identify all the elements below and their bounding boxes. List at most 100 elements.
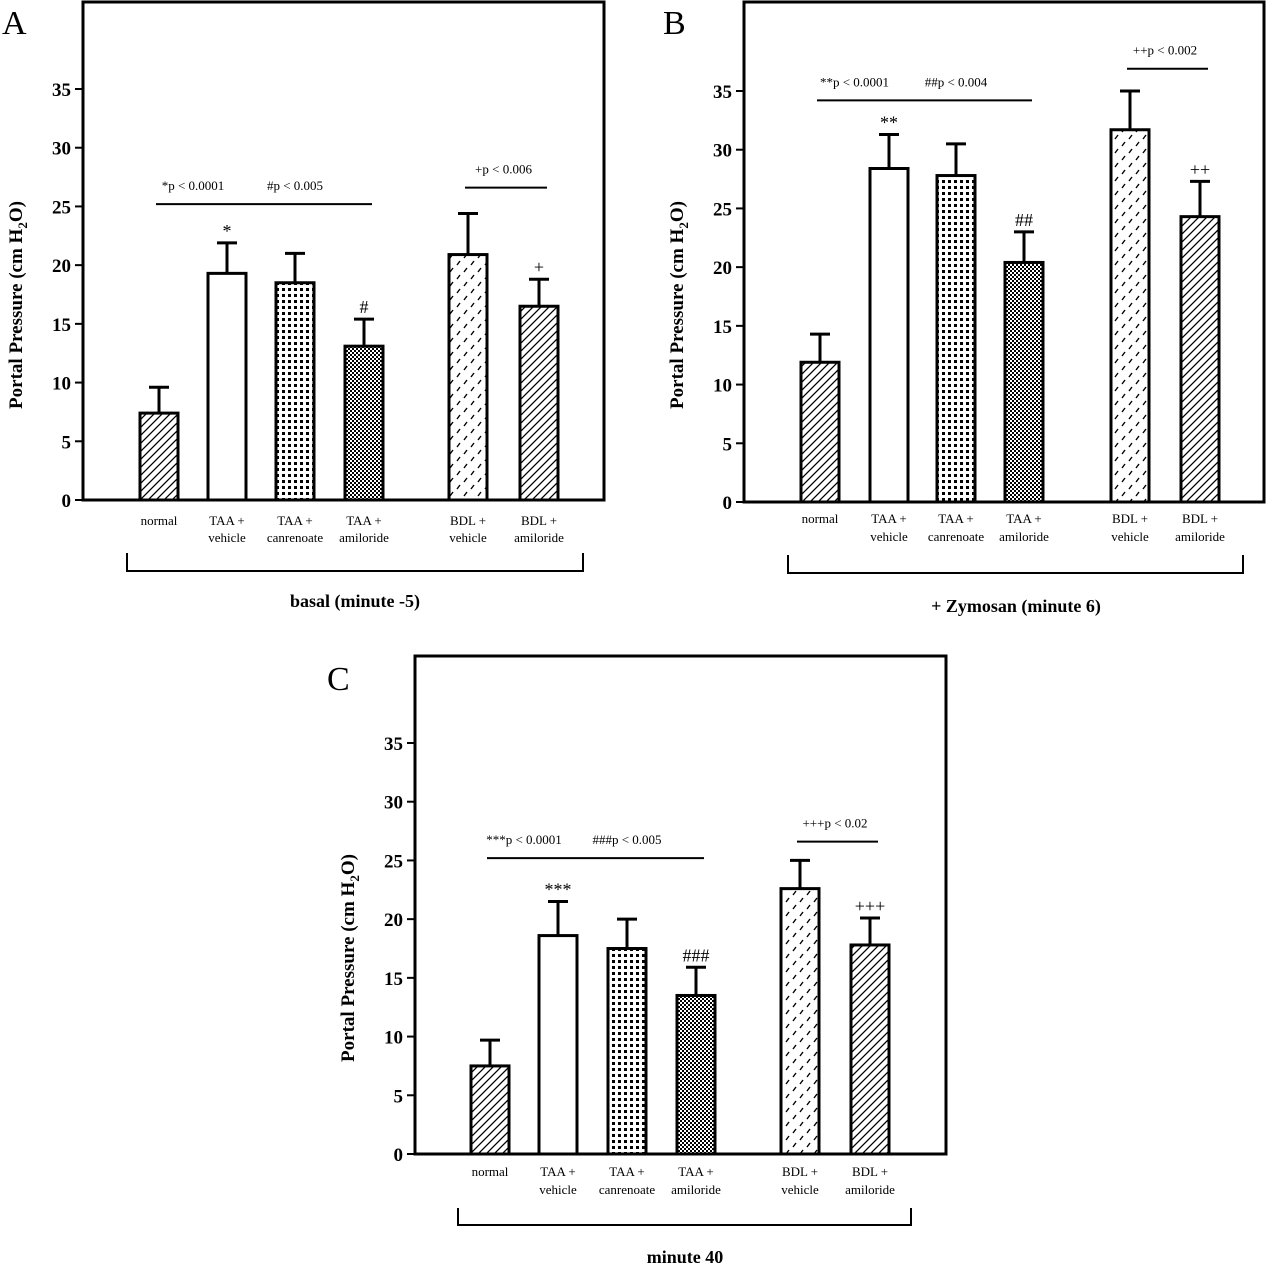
category-label: TAA + [609, 1164, 645, 1179]
y-tick-label: 10 [713, 376, 732, 397]
bar [1003, 260, 1045, 504]
category-label: vehicle [449, 530, 487, 545]
bar [1109, 128, 1151, 504]
group-bracket [787, 555, 1244, 574]
significance-label: #p < 0.005 [267, 178, 323, 193]
significance-mark: * [223, 221, 232, 241]
y-tick-label: 5 [394, 1086, 404, 1107]
group-bracket [126, 553, 584, 572]
panel-letter: A [2, 5, 27, 42]
significance-label: +p < 0.006 [475, 162, 532, 177]
category-label: TAA + [938, 511, 974, 526]
bar [138, 411, 180, 502]
significance-label: **p < 0.0001 [820, 74, 889, 89]
significance-mark: ++ [1190, 159, 1210, 179]
category-label: BDL + [450, 513, 486, 528]
bar [1179, 215, 1221, 504]
y-tick-label: 15 [713, 317, 732, 338]
y-tick-label: 0 [62, 491, 72, 512]
panel-letter: B [663, 5, 686, 42]
significance-label: ***p < 0.0001 [486, 832, 562, 847]
chart-panel-b: B 0 5 10 15 20 25 30 35 Portal Pressure (cm H2O) n… [663, 0, 1266, 617]
category-label: amiloride [1175, 529, 1225, 544]
category-label: vehicle [870, 529, 908, 544]
category-label: amiloride [339, 530, 389, 545]
category-label: TAA + [678, 1164, 714, 1179]
significance-label: ###p < 0.005 [592, 832, 661, 847]
y-tick-label: 25 [384, 851, 403, 872]
y-tick-label: 30 [52, 139, 71, 160]
category-label: BDL + [521, 513, 557, 528]
category-label: canrenoate [267, 530, 324, 545]
significance-mark: # [360, 297, 369, 317]
category-label: normal [802, 511, 839, 526]
y-tick-label: 5 [62, 432, 72, 453]
y-tick-label: 15 [384, 969, 403, 990]
category-label: canrenoate [599, 1182, 656, 1197]
group-label: minute 40 [647, 1247, 724, 1266]
significance-label: ##p < 0.004 [925, 74, 988, 89]
category-label: TAA + [1006, 511, 1042, 526]
category-label: TAA + [540, 1164, 576, 1179]
category-label: vehicle [781, 1182, 819, 1197]
category-label: BDL + [1182, 511, 1218, 526]
y-tick-label: 20 [384, 910, 403, 931]
bar [469, 1064, 511, 1156]
bar [799, 360, 841, 504]
y-tick-label: 25 [713, 199, 732, 220]
category-label: vehicle [208, 530, 246, 545]
y-tick-label: 15 [52, 315, 71, 336]
chart-panel-c: C 0 5 10 15 20 25 30 35 Portal Pressure (cm H2O) n… [327, 654, 948, 1266]
category-label: vehicle [1111, 529, 1149, 544]
bar [675, 993, 717, 1156]
significance-mark: +++ [855, 896, 885, 916]
y-axis-label: Portal Pressure (cm H2O) [338, 854, 362, 1062]
category-label: normal [141, 513, 178, 528]
panel-letter: C [327, 661, 350, 698]
y-tick-label: 10 [52, 374, 71, 395]
significance-mark: ## [1015, 210, 1033, 230]
category-label: BDL + [1112, 511, 1148, 526]
category-label: amiloride [999, 529, 1049, 544]
y-axis-label: Portal Pressure (cm H2O) [6, 201, 30, 409]
category-label: BDL + [782, 1164, 818, 1179]
category-label: TAA + [209, 513, 245, 528]
y-tick-label: 35 [384, 734, 403, 755]
category-label: canrenoate [928, 529, 985, 544]
significance-label: ++p < 0.002 [1133, 43, 1197, 58]
category-label: normal [472, 1164, 509, 1179]
bar [274, 281, 316, 502]
significance-label: *p < 0.0001 [162, 178, 225, 193]
category-label: amiloride [514, 530, 564, 545]
y-tick-label: 35 [713, 82, 732, 103]
significance-label: +++p < 0.02 [802, 816, 867, 831]
significance-mark: ### [683, 945, 710, 965]
category-label: BDL + [852, 1164, 888, 1179]
bar [606, 947, 648, 1156]
category-label: TAA + [346, 513, 382, 528]
y-tick-label: 25 [52, 197, 71, 218]
group-label: + Zymosan (minute 6) [931, 596, 1101, 617]
y-tick-label: 30 [713, 141, 732, 162]
y-tick-label: 0 [723, 493, 733, 514]
category-label: amiloride [671, 1182, 721, 1197]
significance-mark: *** [545, 880, 572, 900]
bar [206, 271, 248, 502]
y-tick-label: 30 [384, 793, 403, 814]
y-tick-label: 0 [394, 1145, 404, 1166]
y-axis-label: Portal Pressure (cm H2O) [667, 201, 691, 409]
category-label: vehicle [539, 1182, 577, 1197]
bar [343, 344, 385, 502]
bar [537, 934, 579, 1156]
category-label: TAA + [871, 511, 907, 526]
bar [518, 304, 560, 502]
significance-mark: + [534, 257, 544, 277]
chart-panel-a: A 0 5 10 15 20 25 30 35 Portal Pressure (cm H2O) n… [2, 0, 606, 612]
bar [868, 167, 910, 504]
category-label: TAA + [277, 513, 313, 528]
bar [849, 943, 891, 1156]
bar [779, 887, 821, 1156]
bar [447, 253, 489, 502]
y-tick-label: 20 [713, 258, 732, 279]
